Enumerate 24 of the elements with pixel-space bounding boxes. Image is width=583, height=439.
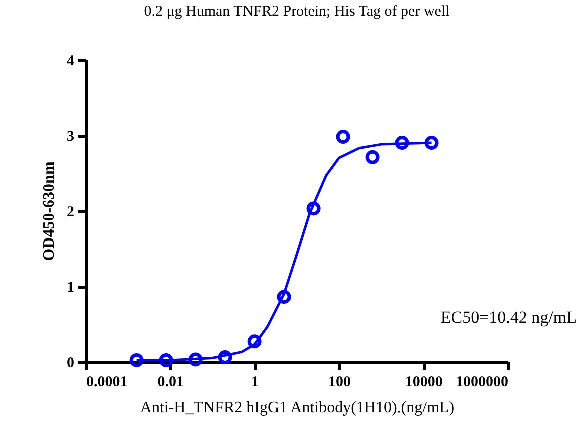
y-tick-label: 4 <box>67 54 75 70</box>
x-tick-label: 1 <box>252 374 260 390</box>
x-tick-label: 10000 <box>405 374 443 390</box>
y-tick-label: 1 <box>67 280 74 296</box>
x-tick-label: 0.0001 <box>86 374 128 390</box>
point <box>306 202 321 216</box>
y-tick-label: 0 <box>67 356 74 372</box>
point <box>395 136 410 150</box>
point <box>159 354 174 368</box>
point <box>248 334 262 349</box>
x-axis-title: Anti-H_TNFR2 hIgG1 Antibody(1H10).(ng/mL) <box>140 400 455 416</box>
point <box>277 290 292 304</box>
x-tick-label: 1000000 <box>456 374 508 390</box>
y-tick-label: 3 <box>67 129 74 145</box>
point <box>188 352 203 367</box>
chart-title: 0.2 μg Human TNFR2 Protein; His Tag of per well <box>144 4 450 20</box>
y-tick-label: 2 <box>67 204 74 220</box>
point <box>218 350 232 364</box>
annotation: EC50=10.42 ng/mL <box>440 308 577 327</box>
x-tick-label: 100 <box>328 374 351 390</box>
x-tick-label: 0.01 <box>158 374 184 390</box>
y-axis-title: OD450-630nm <box>41 161 58 262</box>
point <box>366 150 380 164</box>
point <box>336 130 350 144</box>
